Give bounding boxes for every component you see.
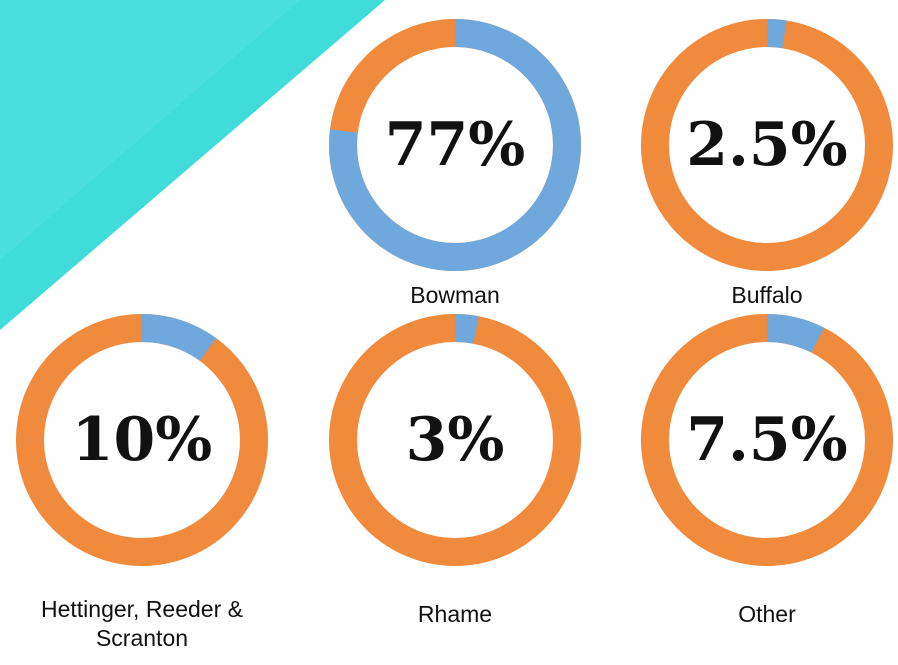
center-label: 2.5%: [686, 110, 847, 180]
chart: 77% 2.5% 10% 3% 7.5%: [0, 0, 898, 665]
center-label: 3%: [406, 405, 505, 475]
chart-title: Other: [622, 600, 898, 629]
center-label: 7.5%: [686, 405, 847, 475]
background-shade: [0, 0, 300, 260]
chart-title: Hettinger, Reeder & Scranton: [0, 595, 287, 653]
chart-title: Buffalo: [622, 281, 898, 310]
page: 77%2.5%10%3%7.5% (() => { const data = J…: [0, 0, 898, 665]
chart-title: Bowman: [310, 281, 600, 310]
center-label: 77%: [385, 110, 526, 180]
chart-title: Rhame: [310, 600, 600, 629]
center-label: 10%: [72, 405, 213, 475]
